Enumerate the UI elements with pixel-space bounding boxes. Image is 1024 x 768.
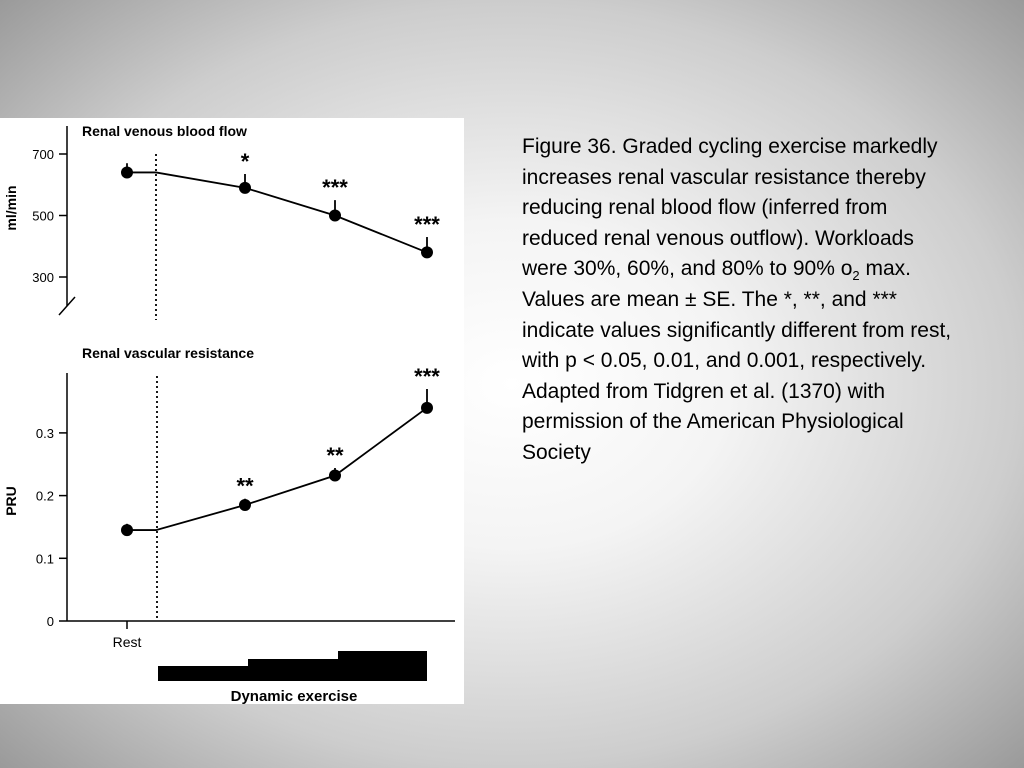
vascular-resistance-significance-mark: *** bbox=[414, 364, 440, 389]
blood-flow-data-point bbox=[421, 246, 433, 259]
blood-flow-data-point bbox=[121, 166, 133, 179]
caption-text-continued: max. Values are mean ± SE. The *, **, an… bbox=[522, 257, 952, 464]
caption-text: Figure 36. Graded cycling exercise marke… bbox=[522, 135, 938, 281]
figure-svg: Renal venous blood flow ml/min 300 500 700… bbox=[3, 123, 455, 704]
blood-flow-significance-mark: * bbox=[241, 149, 250, 174]
blood-flow-data-point bbox=[329, 209, 341, 222]
vascular-resistance-ticks: 0 0.1 0.2 0.3 bbox=[36, 426, 67, 629]
blood-flow-significance-mark: *** bbox=[414, 212, 440, 237]
vascular-resistance-data-point bbox=[121, 524, 133, 537]
vascular-resistance-data-point bbox=[239, 499, 251, 512]
exercise-workload-bar bbox=[158, 651, 427, 681]
vascular-resistance-y-tick-label: 0 bbox=[47, 614, 54, 629]
blood-flow-y-tick-label: 500 bbox=[32, 209, 54, 224]
figure-panel: Renal venous blood flow ml/min 300 500 700… bbox=[0, 118, 464, 704]
blood-flow-y-tick-label: 300 bbox=[32, 270, 54, 285]
blood-flow-significance-mark: *** bbox=[322, 175, 348, 200]
vascular-resistance-y-label: PRU bbox=[3, 486, 19, 516]
blood-flow-series-line bbox=[127, 171, 428, 254]
vascular-resistance-y-tick-label: 0.3 bbox=[36, 426, 54, 441]
workload-step-2 bbox=[248, 659, 338, 681]
blood-flow-y-tick-label: 700 bbox=[32, 147, 54, 162]
dynamic-exercise-label: Dynamic exercise bbox=[231, 688, 358, 704]
blood-flow-y-label: ml/min bbox=[3, 185, 19, 230]
vascular-resistance-data-point bbox=[329, 469, 341, 482]
vascular-resistance-y-tick-label: 0.2 bbox=[36, 489, 54, 504]
figure-caption: Figure 36. Graded cycling exercise marke… bbox=[522, 132, 952, 469]
blood-flow-title: Renal venous blood flow bbox=[82, 123, 247, 139]
blood-flow-ticks: 300 500 700 bbox=[32, 147, 67, 285]
vascular-resistance-title: Renal vascular resistance bbox=[82, 345, 254, 361]
workload-step-1 bbox=[158, 666, 248, 681]
blood-flow-chart: Renal venous blood flow ml/min 300 500 700… bbox=[3, 123, 440, 320]
blood-flow-points: ******* bbox=[121, 149, 440, 259]
rest-x-tick-label: Rest bbox=[113, 634, 142, 650]
workload-step-3 bbox=[338, 651, 427, 681]
vascular-resistance-significance-mark: ** bbox=[326, 443, 344, 468]
vascular-resistance-series-line bbox=[127, 407, 428, 531]
caption-subscript: 2 bbox=[852, 268, 860, 284]
vascular-resistance-data-point bbox=[421, 401, 433, 414]
vascular-resistance-chart: Renal vascular resistance PRU Rest 00.10… bbox=[3, 345, 455, 704]
blood-flow-axis-break bbox=[58, 296, 76, 316]
blood-flow-data-point bbox=[239, 181, 251, 194]
vascular-resistance-y-tick-label: 0.1 bbox=[36, 551, 54, 566]
vascular-resistance-significance-mark: ** bbox=[236, 474, 254, 499]
vascular-resistance-points: ******* bbox=[121, 364, 440, 537]
